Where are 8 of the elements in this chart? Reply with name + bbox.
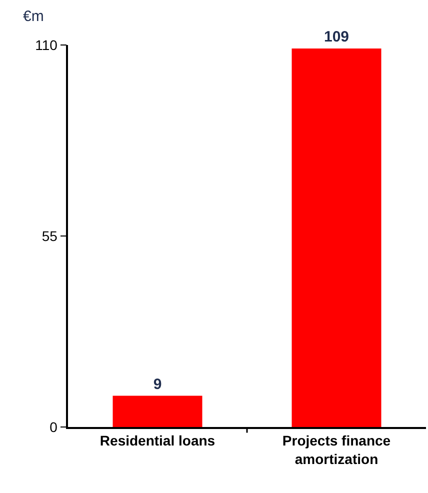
y-tick-label: 110 [35, 36, 58, 53]
x-tick-label: Projects finance amortization [282, 432, 391, 467]
data-label: 109 [324, 28, 350, 46]
data-label: 9 [153, 376, 162, 393]
y-tick-label: 55 [42, 228, 58, 244]
x-tick-label: Residential loans [100, 432, 216, 449]
y-tick-label: 0 [50, 418, 58, 435]
y-axis-title: €m [23, 8, 44, 25]
